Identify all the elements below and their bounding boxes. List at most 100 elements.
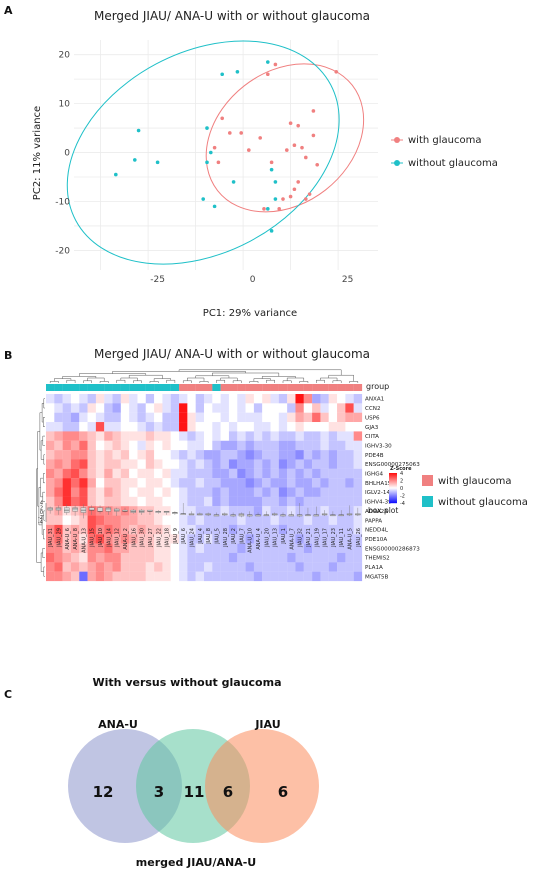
zscore-tick-label: -2 — [400, 494, 405, 500]
heatmap-cell — [353, 487, 363, 497]
heatmap-cell — [195, 496, 205, 507]
heatmap-cell — [312, 468, 321, 479]
row-dendrogram-branch — [42, 548, 45, 558]
heatmap-cell — [104, 524, 113, 535]
heatmap-cell — [328, 412, 338, 423]
heatmap-cell — [54, 524, 63, 535]
heatmap-cell — [120, 496, 130, 507]
point-without-glaucoma — [209, 150, 213, 155]
heatmap-cell — [104, 412, 113, 423]
sample-label: ANA-U_10 — [248, 528, 254, 553]
heatmap-cell — [312, 496, 321, 507]
pca-ytick-label: 0 — [64, 149, 70, 159]
ellipse-without-glaucoma — [66, 40, 340, 265]
venn-count-ana-u-merged: 3 — [154, 783, 164, 801]
heatmap-cell — [179, 487, 188, 497]
heatmap-cell — [220, 422, 230, 432]
heatmap-cell — [295, 431, 304, 441]
heatmap-legend: with glaucoma without glaucoma — [422, 475, 528, 508]
heatmap-cell — [303, 440, 313, 451]
zscore-swatch — [389, 485, 397, 487]
heatmap-cell — [204, 487, 213, 497]
heatmap-cell — [237, 394, 246, 404]
heatmap-cell — [353, 543, 363, 554]
heatmap-cell — [145, 403, 155, 413]
heatmap-cell — [54, 422, 63, 432]
heatmap-cell — [112, 394, 121, 404]
heatmap-cell — [129, 450, 138, 460]
heatmap-cell — [245, 440, 254, 451]
heatmap-cell — [228, 412, 238, 423]
heatmap-cell — [154, 562, 163, 572]
venn-set-label-jiau: JIAU — [254, 718, 280, 731]
heatmap-cell — [245, 478, 254, 488]
heatmap-cell — [228, 459, 238, 469]
heatmap-cell — [145, 422, 155, 432]
heatmap-cell — [62, 403, 72, 413]
heatmap-cell — [295, 496, 304, 507]
heatmap-cell — [328, 394, 338, 404]
column-dendrogram — [49, 369, 359, 383]
heatmap-cell — [253, 412, 263, 423]
heatmap-cell — [46, 468, 55, 479]
heatmap-cell — [137, 440, 146, 451]
hm-legend-swatch-without — [422, 496, 433, 507]
heatmap-cell — [104, 394, 113, 404]
heatmap-cell — [104, 543, 113, 554]
heatmap-cell — [237, 412, 246, 423]
column-dendrogram-branch — [199, 381, 209, 383]
sample-label: JIAU_2 — [231, 528, 237, 545]
gene-label: THEMIS2 — [364, 556, 390, 562]
heatmap-cell — [195, 394, 205, 404]
heatmap-cell — [278, 412, 288, 423]
heatmap-cell — [228, 524, 238, 535]
heatmap-cell — [87, 468, 96, 479]
heatmap-cell — [345, 524, 354, 535]
heatmap-cell — [112, 478, 121, 488]
heatmap-cell — [212, 468, 221, 479]
zscore-swatch — [389, 487, 397, 489]
heatmap-cell — [295, 562, 304, 572]
venn-circle-jiau — [205, 729, 319, 843]
heatmap-cell — [353, 459, 363, 469]
heatmap-cell — [245, 543, 254, 554]
pca-xtick-label: 25 — [342, 275, 353, 285]
gene-label: ENSG00000286873 — [365, 546, 420, 552]
heatmap-cell — [120, 552, 130, 563]
heatmap-cell — [287, 459, 296, 469]
heatmap-cell — [204, 552, 213, 563]
heatmap-cell — [312, 571, 321, 582]
heatmap-cell — [245, 562, 254, 572]
point-without-glaucoma — [266, 207, 270, 211]
heatmap-cell — [287, 450, 296, 460]
heatmap-cell — [253, 440, 263, 451]
heatmap-cell — [320, 440, 329, 451]
heatmap-cell — [320, 450, 329, 460]
heatmap-cell — [237, 422, 246, 432]
heatmap-cell — [295, 403, 304, 413]
gene-label: BHLHA15 — [365, 481, 392, 487]
heatmap-cell — [145, 552, 155, 563]
heatmap-cell — [79, 422, 88, 432]
heatmap-cell — [154, 487, 163, 497]
heatmap-cell — [245, 422, 254, 432]
heatmap-cell — [62, 459, 72, 469]
heatmap-cell — [262, 422, 271, 432]
heatmap-cell — [162, 412, 171, 423]
heatmap-cell — [195, 524, 205, 535]
point-with-glaucoma — [304, 197, 308, 201]
heatmap-cell — [262, 487, 271, 497]
heatmap-cell — [204, 450, 213, 460]
heatmap-cell — [212, 496, 221, 507]
sample-labels: JIAU_31 JIAU_29 ANA-U_6 ANA-U_8 ANA-U_13 JIAU… — [48, 528, 362, 553]
heatmap-cell — [328, 534, 338, 544]
heatmap-cell — [295, 459, 304, 469]
heatmap-cell — [179, 431, 188, 441]
sample-label: JIAU_32 — [298, 528, 304, 548]
zscore-swatch — [389, 497, 397, 499]
heatmap-cell — [95, 478, 105, 488]
heatmap-cell — [262, 534, 271, 544]
heatmap-cell — [270, 422, 279, 432]
gene-label: ADRA2A — [365, 509, 388, 515]
heatmap-cell — [170, 403, 180, 413]
